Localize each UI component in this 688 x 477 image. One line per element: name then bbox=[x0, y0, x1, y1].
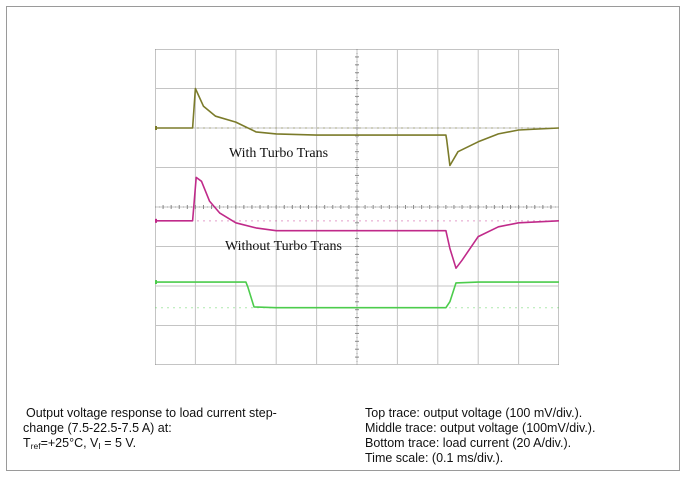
caption-time-scale: Time scale: (0.1 ms/div.). bbox=[365, 451, 504, 465]
channel-marker-2 bbox=[155, 218, 157, 223]
caption-line-1: Output voltage response to load current … bbox=[26, 406, 277, 420]
channel-marker-3 bbox=[155, 280, 157, 285]
caption-conditions: Output voltage response to load current … bbox=[23, 406, 368, 451]
caption-bottom-trace: Bottom trace: load current (20 A/div.). bbox=[365, 436, 572, 450]
caption-line-3: Tref=+25°C, VI = 5 V. bbox=[23, 436, 368, 451]
caption-mid: =+25°C, V bbox=[40, 436, 99, 450]
trace-1 bbox=[155, 87, 559, 167]
oscilloscope-plot: With Turbo Trans Without Turbo Trans bbox=[155, 49, 559, 365]
caption-t-sub: ref bbox=[30, 441, 41, 451]
annotation-with-turbo: With Turbo Trans bbox=[229, 146, 328, 161]
caption-end: = 5 V. bbox=[100, 436, 137, 450]
caption-v-sub: I bbox=[98, 441, 101, 451]
trace-3 bbox=[155, 281, 559, 309]
caption-trace-legend: Top trace: output voltage (100 mV/div.).… bbox=[365, 406, 685, 466]
caption-t: T bbox=[23, 436, 31, 450]
caption-top-trace: Top trace: output voltage (100 mV/div.). bbox=[365, 406, 583, 420]
trace-2 bbox=[155, 176, 559, 269]
channel-marker-1 bbox=[155, 126, 157, 130]
figure-frame: With Turbo Trans Without Turbo Trans Out… bbox=[6, 6, 680, 471]
annotation-without-turbo: Without Turbo Trans bbox=[225, 239, 342, 254]
caption-line-2: change (7.5-22.5-7.5 A) at: bbox=[23, 421, 172, 435]
scope-svg: With Turbo Trans Without Turbo Trans bbox=[155, 49, 559, 365]
caption-middle-trace: Middle trace: output voltage (100mV/div.… bbox=[365, 421, 596, 435]
scope-grid bbox=[155, 49, 559, 365]
scope-traces bbox=[155, 87, 559, 309]
